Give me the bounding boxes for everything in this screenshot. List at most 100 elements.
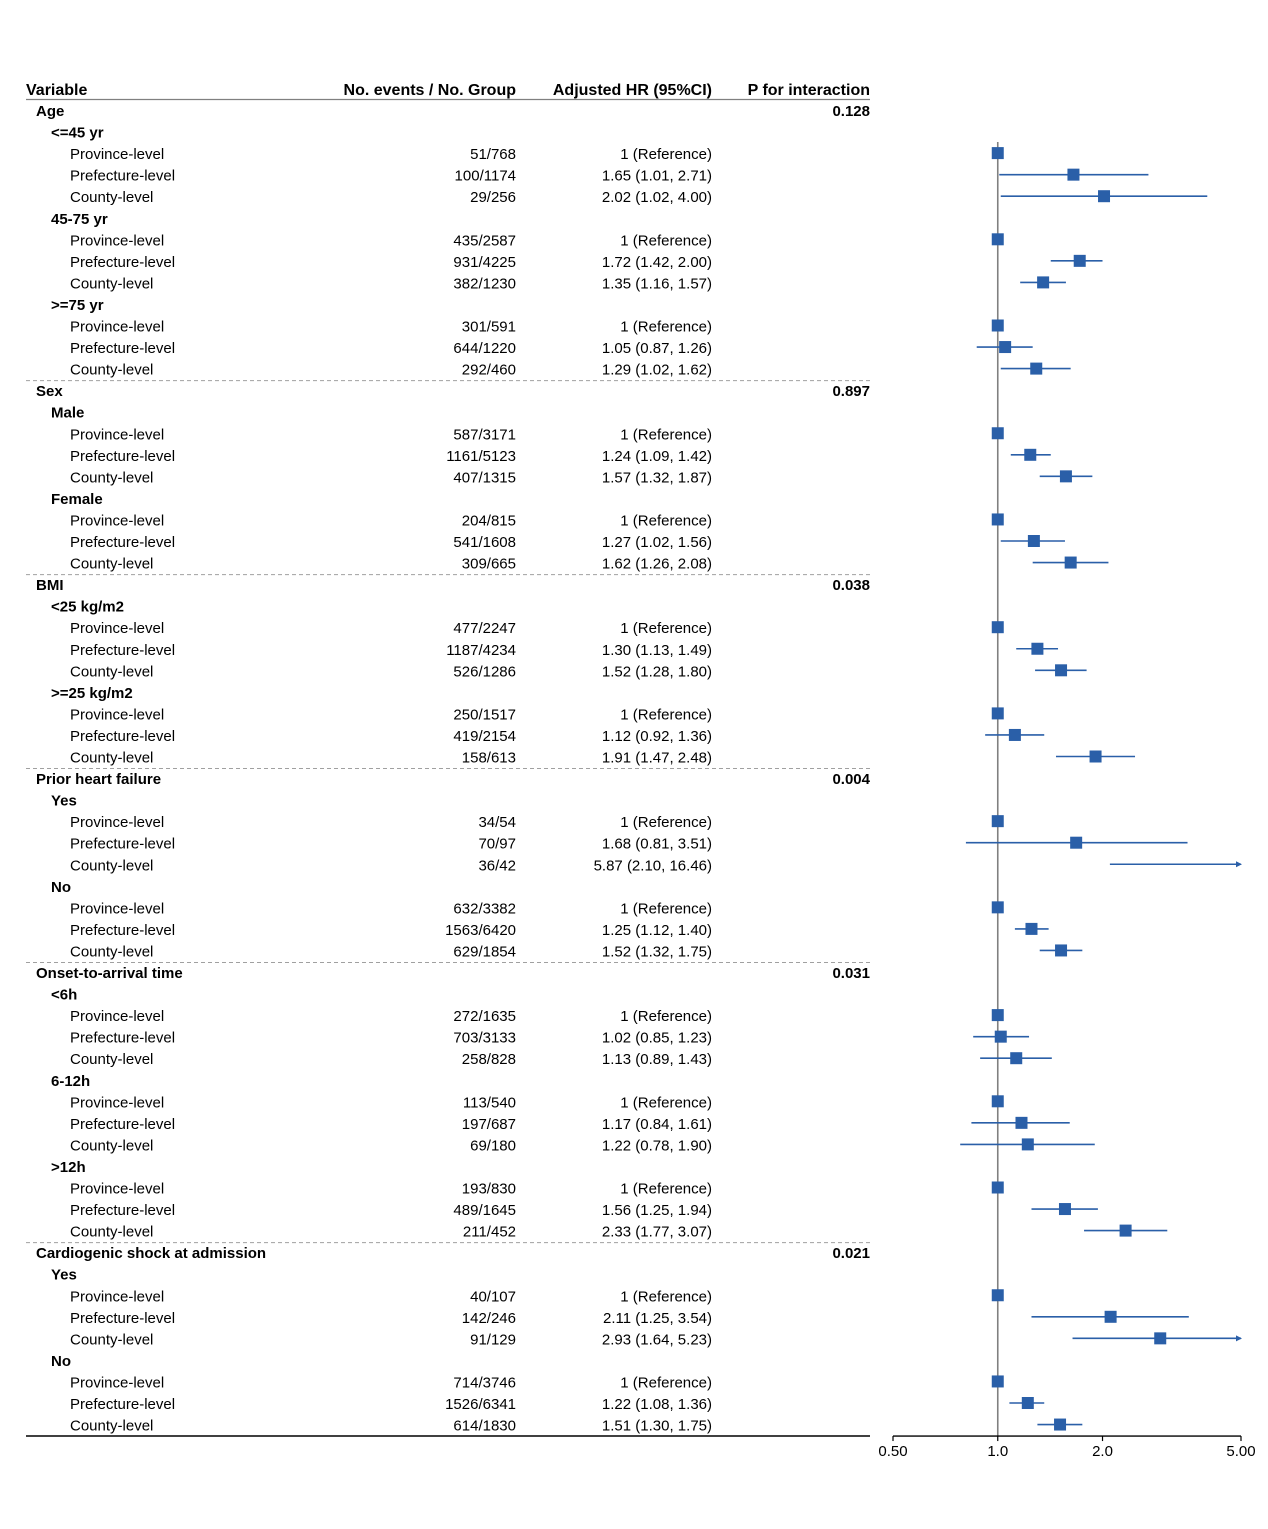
row-hr: 1.91 (1.47, 2.48)	[602, 750, 712, 767]
row-events: 526/1286	[453, 663, 516, 680]
row-hr: 1 (Reference)	[620, 1008, 712, 1025]
row-hr: 1 (Reference)	[620, 319, 712, 336]
hr-marker	[1031, 642, 1044, 655]
row-hr: 1 (Reference)	[620, 620, 712, 637]
subgroup-label: No	[51, 879, 71, 896]
subgroup-label: >12h	[51, 1159, 86, 1176]
p-interaction: 0.031	[832, 965, 870, 982]
row-hr: 1.56 (1.25, 1.94)	[602, 1202, 712, 1219]
row-hr: 1.12 (0.92, 1.36)	[602, 728, 712, 745]
row-label: County-level	[70, 362, 153, 379]
p-interaction: 0.897	[832, 383, 870, 400]
row-hr: 1 (Reference)	[620, 146, 712, 163]
subgroup-label: Yes	[51, 793, 77, 810]
row-hr: 1.51 (1.30, 1.75)	[602, 1418, 712, 1435]
row-label: County-level	[70, 275, 153, 292]
row-label: Prefecture-level	[70, 642, 175, 659]
p-interaction: 0.004	[832, 771, 870, 788]
row-label: Province-level	[70, 1008, 164, 1025]
hr-marker	[1025, 922, 1038, 935]
row-hr: 1.17 (0.84, 1.61)	[602, 1116, 712, 1133]
row-hr: 1.57 (1.32, 1.87)	[602, 469, 712, 486]
row-hr: 1 (Reference)	[620, 814, 712, 831]
row-label: County-level	[70, 1051, 153, 1068]
row-events: 614/1830	[453, 1418, 516, 1435]
row-events: 477/2247	[453, 620, 516, 637]
subgroup-label: <=45 yr	[51, 125, 104, 142]
group-label: Prior heart failure	[36, 771, 161, 788]
row-hr: 1.22 (0.78, 1.90)	[602, 1137, 712, 1154]
row-events: 193/830	[462, 1181, 516, 1198]
hr-marker	[991, 1009, 1004, 1022]
row-events: 419/2154	[453, 728, 516, 745]
hr-marker	[1059, 470, 1072, 483]
row-events: 587/3171	[453, 426, 516, 443]
hr-marker	[1008, 728, 1021, 741]
row-hr: 2.93 (1.64, 5.23)	[602, 1331, 712, 1348]
row-events: 644/1220	[453, 340, 516, 357]
row-events: 29/256	[470, 189, 516, 206]
table-rows: Age 0.128 <=45 yr Province-level 51/768 1 (Re…	[26, 103, 871, 1435]
hr-marker	[991, 815, 1004, 828]
hr-marker	[1104, 1310, 1117, 1323]
row-events: 1161/5123	[446, 448, 516, 465]
header-p: P for interaction	[748, 82, 870, 99]
row-label: Prefecture-level	[70, 1310, 175, 1327]
row-events: 158/613	[462, 750, 516, 767]
row-label: County-level	[70, 1331, 153, 1348]
p-interaction: 0.128	[832, 103, 870, 120]
row-hr: 1 (Reference)	[620, 426, 712, 443]
hr-marker	[991, 233, 1004, 246]
row-label: Province-level	[70, 1181, 164, 1198]
row-hr: 1.52 (1.28, 1.80)	[602, 663, 712, 680]
x-tick-label: 0.50	[878, 1443, 907, 1460]
row-hr: 2.33 (1.77, 3.07)	[602, 1224, 712, 1241]
row-label: Province-level	[70, 1288, 164, 1305]
row-label: Province-level	[70, 620, 164, 637]
subgroup-label: >=25 kg/m2	[51, 685, 133, 702]
row-hr: 2.11 (1.25, 3.54)	[603, 1310, 712, 1327]
row-label: Prefecture-level	[70, 922, 175, 939]
row-hr: 1.65 (1.01, 2.71)	[602, 168, 712, 185]
row-events: 34/54	[478, 814, 516, 831]
hr-marker	[1089, 750, 1102, 763]
subgroup-label: <6h	[51, 987, 77, 1004]
row-label: Prefecture-level	[70, 448, 175, 465]
row-events: 197/687	[462, 1116, 516, 1133]
row-events: 931/4225	[453, 254, 516, 271]
hr-marker	[1021, 1397, 1034, 1409]
row-hr: 1.30 (1.13, 1.49)	[602, 642, 712, 659]
hr-marker	[991, 319, 1004, 332]
row-hr: 1.62 (1.26, 2.08)	[602, 556, 712, 573]
row-hr: 1 (Reference)	[620, 1181, 712, 1198]
row-label: Province-level	[70, 232, 164, 249]
row-events: 435/2587	[453, 232, 516, 249]
header-hr: Adjusted HR (95%CI)	[553, 82, 712, 99]
row-hr: 5.87 (2.10, 16.46)	[594, 857, 712, 874]
row-events: 51/768	[470, 146, 516, 163]
row-events: 714/3746	[453, 1374, 516, 1391]
row-label: Prefecture-level	[70, 1396, 175, 1413]
row-events: 100/1174	[455, 168, 516, 185]
p-interaction: 0.021	[832, 1245, 870, 1262]
row-label: Prefecture-level	[70, 1030, 175, 1047]
row-events: 113/540	[463, 1094, 516, 1111]
hr-marker	[1070, 836, 1083, 849]
row-events: 629/1854	[453, 943, 516, 960]
hr-marker	[991, 427, 1004, 440]
hr-marker	[1058, 1203, 1071, 1216]
hr-marker	[1030, 362, 1043, 375]
row-events: 250/1517	[453, 706, 516, 723]
row-label: Prefecture-level	[70, 254, 175, 271]
row-events: 70/97	[478, 836, 516, 853]
ci-arrow	[1236, 1335, 1242, 1342]
row-label: County-level	[70, 189, 153, 206]
hr-marker	[1027, 535, 1040, 547]
hr-marker	[991, 621, 1004, 634]
row-label: County-level	[70, 556, 153, 573]
hr-marker	[1055, 944, 1068, 957]
subgroup-label: >=75 yr	[51, 297, 104, 314]
row-hr: 1 (Reference)	[620, 1094, 712, 1111]
row-label: County-level	[70, 943, 153, 960]
row-hr: 1.35 (1.16, 1.57)	[602, 275, 712, 292]
